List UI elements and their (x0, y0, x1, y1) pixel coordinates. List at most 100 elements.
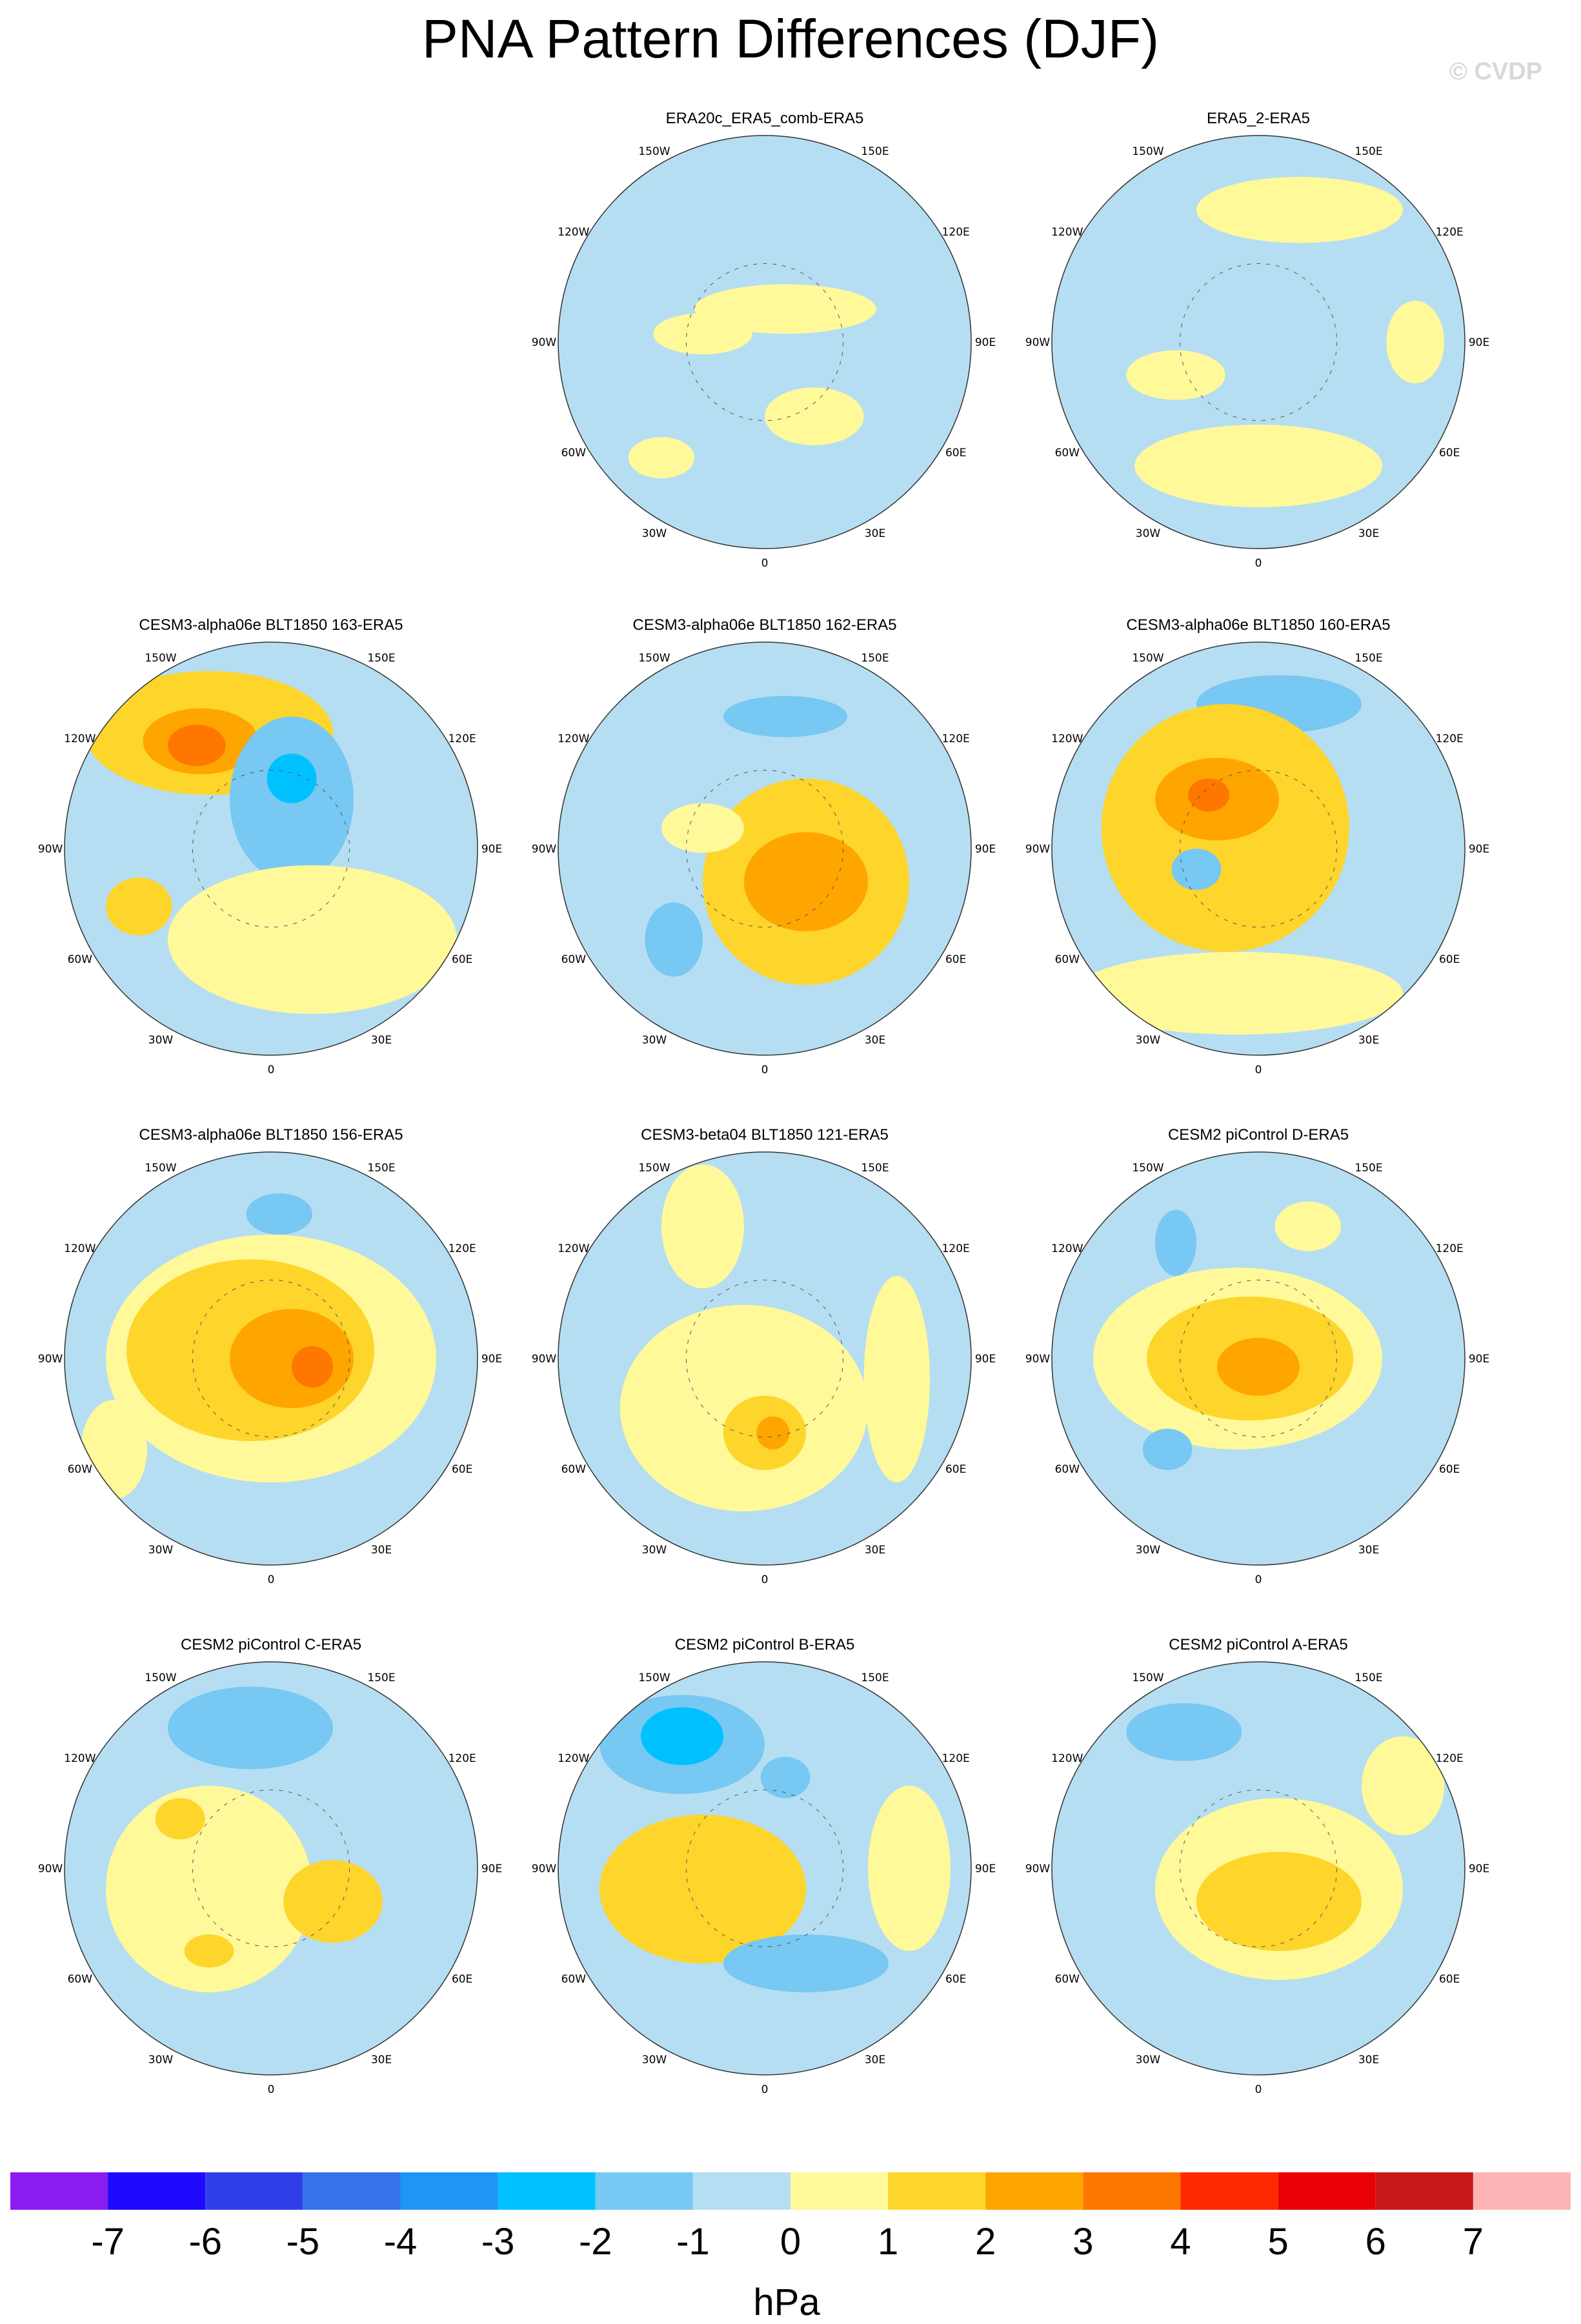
longitude-label: 150E (1354, 652, 1382, 665)
anomaly-contour (1142, 1428, 1193, 1470)
colorbar-tick-label: 6 (1365, 2221, 1386, 2263)
coastline (1179, 1789, 1338, 1948)
longitude-label: 30W (642, 527, 667, 540)
longitude-label: 60E (945, 1463, 966, 1476)
longitude-label: 90W (38, 1353, 63, 1366)
panel-title: ERA20c_ERA5_comb-ERA5 (665, 110, 864, 127)
longitude-label: 90E (975, 336, 996, 349)
panel-title: CESM3-alpha06e BLT1850 162-ERA5 (632, 616, 897, 634)
longitude-label: 120W (1051, 1242, 1083, 1255)
panel-title: CESM3-alpha06e BLT1850 163-ERA5 (139, 616, 403, 634)
longitude-label: 90W (532, 1353, 557, 1366)
longitude-label: 150E (1354, 1672, 1382, 1684)
anomaly-contour (1386, 301, 1444, 383)
longitude-label: 90W (1025, 843, 1051, 856)
longitude-label: 30E (865, 1544, 885, 1557)
map-border (558, 642, 972, 1056)
colorbar-swatch (985, 2172, 1083, 2210)
anomaly-contour (168, 1686, 333, 1770)
credit-text: © CVDP (1449, 58, 1542, 85)
anomaly-contour (599, 1814, 806, 1964)
longitude-label: 150W (145, 652, 176, 665)
colorbar-tick-label: 7 (1462, 2221, 1484, 2263)
longitude-label: 150W (638, 1162, 670, 1175)
anomaly-contour (292, 1346, 333, 1388)
coastline (1179, 263, 1338, 421)
longitude-label: 120W (64, 1752, 96, 1765)
longitude-label: 30E (371, 2054, 392, 2066)
longitude-label: 60E (452, 1463, 472, 1476)
longitude-label: 120E (1436, 1242, 1464, 1255)
longitude-label: 30W (148, 1544, 174, 1557)
colorbar-swatch (692, 2172, 790, 2210)
polar-map: 180150E120E90E60E30E030W60W90W120W150W (38, 1661, 502, 2096)
anomaly-contour (1274, 1201, 1341, 1251)
longitude-label: 60W (561, 1973, 587, 1986)
polar-map: 180150E120E90E60E30E030W60W90W120W150W (1025, 1151, 1489, 1586)
longitude-label: 150E (367, 652, 395, 665)
colorbar-tick-label: -6 (188, 2221, 223, 2263)
colorbar-tick-label: 4 (1170, 2221, 1191, 2263)
longitude-label: 120E (942, 1752, 970, 1765)
longitude-label: 60E (945, 447, 966, 460)
polar-map: 180150E120E90E60E30E030W60W90W120W150W (532, 1661, 996, 2096)
longitude-label: 90E (1469, 336, 1489, 349)
anomaly-contour (1171, 849, 1222, 890)
longitude-label: 120W (1051, 1752, 1083, 1765)
panel-title: CESM3-beta04 BLT1850 121-ERA5 (641, 1126, 889, 1144)
longitude-label: 60W (68, 953, 93, 966)
longitude-label: 90W (1025, 1863, 1051, 1875)
anomaly-contour (267, 753, 317, 803)
colorbar-swatch (205, 2172, 303, 2210)
colorbar-swatch (1375, 2172, 1473, 2210)
colorbar-swatch (888, 2172, 986, 2210)
map-panel: CESM2 piControl C-ERA5180150E120E90E60E3… (26, 1636, 516, 2146)
panel-title: CESM2 piControl D-ERA5 (1167, 1126, 1349, 1144)
map-panel: CESM3-beta04 BLT1850 121-ERA5180150E120E… (519, 1126, 1010, 1636)
longitude-label: 90E (481, 843, 502, 856)
colorbar-swatch (1083, 2172, 1181, 2210)
longitude-label: 90E (975, 1863, 996, 1875)
colorbar-swatch (595, 2172, 693, 2210)
anomaly-contour (756, 1416, 790, 1450)
panel-title: ERA5_2-ERA5 (1206, 110, 1311, 127)
longitude-label: 150E (861, 1162, 889, 1175)
anomaly-contour (628, 437, 695, 479)
colorbar-swatch (1180, 2172, 1278, 2210)
map-border (558, 1151, 972, 1566)
map-border (1051, 135, 1465, 549)
map-border (64, 1661, 478, 2076)
longitude-label: 60W (1055, 953, 1080, 966)
longitude-label: 90E (1469, 1863, 1489, 1875)
anomaly-contour (1217, 1338, 1300, 1396)
longitude-label: 60W (561, 1463, 587, 1476)
longitude-label: 120E (448, 1242, 476, 1255)
longitude-label: 0 (268, 1573, 275, 1586)
colorbar-tick-label: 0 (780, 2221, 801, 2263)
polar-map: 180150E120E90E60E30E030W60W90W120W150W (1025, 1661, 1489, 2096)
figure-title: PNA Pattern Differences (DJF) (421, 8, 1160, 69)
longitude-label: 120W (64, 1242, 96, 1255)
longitude-label: 120W (558, 1752, 589, 1765)
anomaly-contour (184, 1934, 234, 1968)
longitude-label: 60E (1439, 1463, 1460, 1476)
map-panel: CESM2 piControl B-ERA5180150E120E90E60E3… (519, 1636, 1010, 2146)
longitude-label: 120E (1436, 226, 1464, 239)
panel-title: CESM3-alpha06e BLT1850 156-ERA5 (139, 1126, 403, 1144)
longitude-label: 60E (945, 1973, 966, 1986)
anomaly-contour (863, 1276, 930, 1482)
longitude-label: 60E (945, 953, 966, 966)
longitude-label: 30E (865, 1034, 885, 1047)
panel-title: CESM2 piControl C-ERA5 (180, 1636, 362, 1653)
longitude-label: 60E (452, 1973, 472, 1986)
longitude-label: 150W (145, 1162, 176, 1175)
longitude-label: 150W (1132, 145, 1163, 158)
longitude-label: 0 (1255, 2083, 1262, 2096)
anomaly-contour (1196, 177, 1403, 243)
longitude-label: 0 (761, 557, 769, 570)
colorbar-swatch (1278, 2172, 1376, 2210)
longitude-label: 150W (145, 1672, 176, 1684)
anomaly-contour (1362, 1736, 1444, 1835)
longitude-label: 120W (558, 733, 589, 745)
polar-map: 180150E120E90E60E30E030W60W90W120W150W (1025, 642, 1489, 1076)
